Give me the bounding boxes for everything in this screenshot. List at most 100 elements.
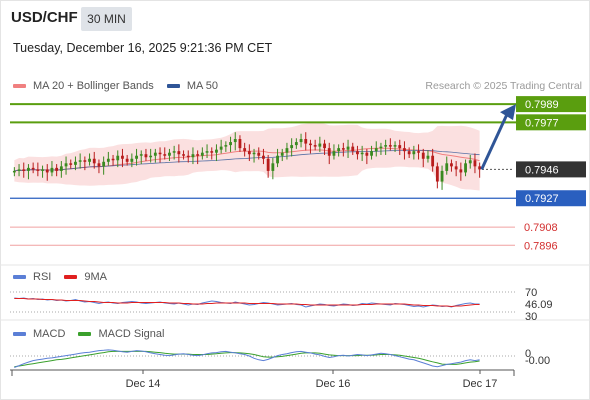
rsi-tick-70: 70 <box>525 287 537 299</box>
legend-label-macd-signal: MACD Signal <box>98 328 165 340</box>
rsi-current-value: 46.09 <box>525 299 553 311</box>
candle-body <box>64 163 68 167</box>
candle-body <box>106 158 110 162</box>
macd-line <box>14 349 480 368</box>
candle-body <box>327 148 331 156</box>
current-price-box <box>516 161 586 178</box>
macd-tick-zero: 0 <box>525 348 531 360</box>
candle-body <box>473 160 477 167</box>
candle-body <box>365 152 369 156</box>
resistance-label-box <box>516 114 586 131</box>
candle-body <box>257 152 261 156</box>
candle-body <box>346 146 350 150</box>
candle-body <box>407 151 411 155</box>
candle-body <box>121 155 124 159</box>
forecast-arrow-head <box>500 104 516 121</box>
candle-body <box>224 145 228 147</box>
candle-body <box>435 166 439 182</box>
rsi-swatch <box>13 275 26 280</box>
candle-body <box>464 163 467 173</box>
candle-body <box>31 167 35 170</box>
candle-body <box>153 152 157 156</box>
candle-body <box>276 155 279 164</box>
candle-body <box>247 151 251 155</box>
candle-body <box>323 143 326 149</box>
macd-current-value: -0.00 <box>525 355 550 367</box>
resistance-level-label: 0.7989 <box>525 99 559 111</box>
candle-body <box>158 152 162 155</box>
candle-body <box>116 155 120 161</box>
candle-body <box>417 151 420 153</box>
timeframe-button[interactable]: 30 MIN <box>81 7 132 31</box>
rsi-line <box>14 297 480 308</box>
candle-body <box>266 158 270 171</box>
candle-body <box>440 170 444 182</box>
candle-body <box>445 163 449 171</box>
candle-body <box>45 169 49 173</box>
candle-body <box>360 152 364 155</box>
macd-legend: MACD MACD Signal <box>13 328 164 340</box>
ma20-swatch <box>13 84 26 89</box>
rsi-ma-swatch <box>64 275 78 280</box>
candle-body <box>285 148 289 153</box>
legend-label-ma20: MA 20 + Bollinger Bands <box>33 80 154 92</box>
candle-body <box>186 155 190 158</box>
candle-body <box>393 145 397 147</box>
candle-body <box>318 143 322 147</box>
candle-body <box>304 139 308 144</box>
timestamp: Tuesday, December 16, 2025 9:21:36 PM CE… <box>13 41 273 55</box>
ma50-line <box>14 149 480 172</box>
candle-body <box>233 139 237 143</box>
candle-body <box>290 145 294 149</box>
candle-body <box>102 161 106 167</box>
candle-body <box>403 148 406 152</box>
candle-body <box>139 154 143 156</box>
candle-body <box>374 148 378 152</box>
x-tick-label: Dec 16 <box>316 378 351 390</box>
candle-body <box>92 158 96 164</box>
candle-body <box>412 151 416 155</box>
candle-body <box>332 151 336 156</box>
candle-body <box>78 160 82 162</box>
candle-body <box>168 152 171 156</box>
macd-swatch <box>13 332 26 337</box>
secondary-support-label: 0.7908 <box>524 222 558 234</box>
candle-body <box>459 169 463 173</box>
candle-body <box>262 155 265 159</box>
candle-body <box>229 142 232 146</box>
legend-item-ma50: MA 50 <box>166 80 218 92</box>
forecast-arrow <box>480 111 510 171</box>
candle-body <box>59 166 63 171</box>
support-label-box <box>516 190 586 207</box>
candle-body <box>252 152 256 155</box>
candle-body <box>219 146 223 150</box>
candle-body <box>426 155 430 159</box>
candle-body <box>149 155 153 158</box>
candle-body <box>388 145 392 147</box>
symbol-title: USD/CHF <box>11 9 78 26</box>
candle-body <box>191 154 195 158</box>
candle-body <box>454 166 458 170</box>
candle-body <box>356 151 359 155</box>
candle-body <box>12 170 16 173</box>
candle-body <box>384 145 388 147</box>
candle-body <box>36 169 40 171</box>
candle-body <box>431 155 435 167</box>
candle-body <box>468 160 472 164</box>
candle-body <box>177 151 181 155</box>
candle-body <box>196 154 200 156</box>
candle-body <box>280 152 284 156</box>
resistance-label-box <box>516 96 586 113</box>
x-tick-label: Dec 14 <box>126 378 161 390</box>
ma50-swatch <box>166 84 180 89</box>
candle-body <box>450 163 453 167</box>
candle-body <box>271 163 275 171</box>
legend-label-rsi: RSI <box>33 271 52 283</box>
candle-body <box>299 139 303 143</box>
main-legend: MA 20 + Bollinger Bands MA 50 <box>13 80 218 92</box>
candle-body <box>215 149 218 153</box>
candle-body <box>88 158 91 162</box>
candle-body <box>341 148 345 150</box>
candle-body <box>111 158 115 161</box>
legend-item-ma20: MA 20 + Bollinger Bands <box>13 80 157 92</box>
